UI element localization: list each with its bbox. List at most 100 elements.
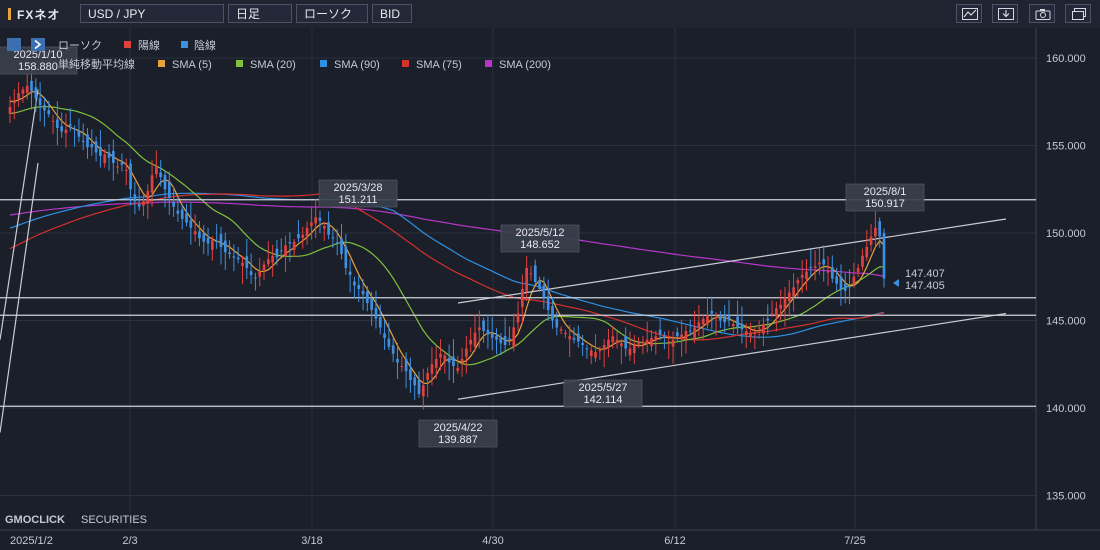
candle-up[interactable] <box>770 313 774 315</box>
candle-down[interactable] <box>843 283 847 291</box>
window-icon[interactable] <box>1065 4 1091 23</box>
candle-down[interactable] <box>839 276 843 289</box>
candle-up[interactable] <box>749 332 752 337</box>
candle-down[interactable] <box>383 333 386 338</box>
candle-down[interactable] <box>68 124 72 127</box>
candle-down[interactable] <box>688 330 692 332</box>
candle-up[interactable] <box>559 329 563 331</box>
legend-expand-icon[interactable] <box>31 38 45 51</box>
candle-up[interactable] <box>51 121 55 122</box>
candle-up[interactable] <box>512 327 516 348</box>
candle-down[interactable] <box>129 163 132 190</box>
candle-down[interactable] <box>73 128 76 130</box>
price-type-selector[interactable]: BID <box>372 4 412 23</box>
candle-up[interactable] <box>620 343 623 347</box>
candle-up[interactable] <box>589 350 593 357</box>
candle-up[interactable] <box>292 241 296 251</box>
candle-up[interactable] <box>611 336 615 343</box>
candle-down[interactable] <box>387 338 391 347</box>
candle-down[interactable] <box>249 271 253 275</box>
candle-down[interactable] <box>167 181 171 198</box>
candle-up[interactable] <box>602 345 606 350</box>
candle-up[interactable] <box>731 324 735 327</box>
candle-down[interactable] <box>327 222 330 235</box>
candle-up[interactable] <box>753 332 757 335</box>
candle-up[interactable] <box>671 339 675 347</box>
candle-down[interactable] <box>740 323 744 330</box>
candle-up[interactable] <box>783 297 787 310</box>
candle-up[interactable] <box>525 268 528 292</box>
candle-down[interactable] <box>452 356 455 366</box>
candle-down[interactable] <box>38 98 42 106</box>
candle-down[interactable] <box>882 233 886 279</box>
candle-up[interactable] <box>874 227 877 237</box>
candle-up[interactable] <box>775 308 778 317</box>
candle-down[interactable] <box>331 237 335 239</box>
candle-down[interactable] <box>111 150 115 163</box>
candle-up[interactable] <box>826 271 830 273</box>
candle-down[interactable] <box>538 280 541 289</box>
candle-up[interactable] <box>714 317 718 319</box>
candle-up[interactable] <box>598 350 602 352</box>
candle-down[interactable] <box>163 174 167 190</box>
candle-down[interactable] <box>710 310 714 314</box>
candle-down[interactable] <box>572 338 576 340</box>
candle-up[interactable] <box>439 353 442 358</box>
candle-up[interactable] <box>25 86 29 94</box>
candle-up[interactable] <box>271 255 274 263</box>
candle-down[interactable] <box>133 194 137 202</box>
candle-down[interactable] <box>206 237 210 244</box>
candle-up[interactable] <box>211 240 214 250</box>
candle-down[interactable] <box>107 152 111 158</box>
candle-down[interactable] <box>81 140 85 142</box>
candle-up[interactable] <box>856 268 860 272</box>
candle-down[interactable] <box>370 298 373 310</box>
candle-up[interactable] <box>473 332 477 347</box>
candle-down[interactable] <box>490 333 494 338</box>
candle-down[interactable] <box>202 233 206 242</box>
candle-down[interactable] <box>555 319 559 328</box>
candle-down[interactable] <box>34 87 38 99</box>
candle-up[interactable] <box>443 355 447 362</box>
candle-down[interactable] <box>831 267 834 279</box>
candle-down[interactable] <box>585 348 589 350</box>
candle-down[interactable] <box>198 231 201 239</box>
candle-up[interactable] <box>314 217 318 224</box>
timeframe-selector[interactable]: 日足 <box>228 4 292 23</box>
candle-down[interactable] <box>236 257 240 260</box>
candle-down[interactable] <box>576 333 580 342</box>
candle-up[interactable] <box>568 336 572 340</box>
candle-down[interactable] <box>90 143 94 148</box>
candle-down[interactable] <box>120 162 124 165</box>
candle-up[interactable] <box>607 339 610 348</box>
legend-toggle-icon[interactable] <box>7 38 21 51</box>
candle-down[interactable] <box>417 379 421 394</box>
candle-up[interactable] <box>456 367 460 371</box>
candle-up[interactable] <box>787 292 791 302</box>
candle-up[interactable] <box>17 93 20 99</box>
candle-down[interactable] <box>766 318 770 321</box>
candle-up[interactable] <box>641 341 645 344</box>
candle-up[interactable] <box>460 359 464 362</box>
candle-down[interactable] <box>378 316 382 328</box>
candle-up[interactable] <box>469 339 473 345</box>
candle-down[interactable] <box>508 338 511 340</box>
candle-up[interactable] <box>103 154 107 164</box>
candle-down[interactable] <box>486 329 490 335</box>
candle-down[interactable] <box>546 296 550 310</box>
price-chart[interactable]: 160.000 155.000 150.000 145.000 140.000 135.0… <box>0 28 1100 550</box>
candle-down[interactable] <box>542 285 546 298</box>
candle-down[interactable] <box>275 248 279 258</box>
candle-up[interactable] <box>529 273 533 275</box>
candle-up[interactable] <box>615 339 619 344</box>
candle-up[interactable] <box>865 247 869 258</box>
candle-down[interactable] <box>503 335 507 345</box>
candle-up[interactable] <box>744 331 748 336</box>
candle-down[interactable] <box>318 217 322 221</box>
candle-down[interactable] <box>159 172 163 177</box>
candle-down[interactable] <box>335 242 339 244</box>
candle-up[interactable] <box>266 259 270 265</box>
candle-down[interactable] <box>499 337 503 344</box>
candle-up[interactable] <box>762 324 765 334</box>
candle-down[interactable] <box>60 126 63 132</box>
